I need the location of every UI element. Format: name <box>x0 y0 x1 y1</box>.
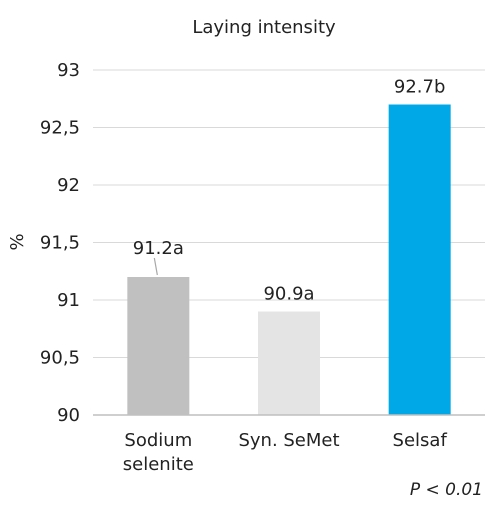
y-axis-label: % <box>7 233 28 250</box>
bars <box>127 104 451 415</box>
y-tick-label: 92,5 <box>40 118 80 139</box>
data-labels: 91.2a 90.9a 92.7b <box>133 77 446 305</box>
x-category-label: Selsaf <box>393 430 448 451</box>
x-category-label: selenite <box>123 454 194 475</box>
bar-data-label: 91.2a <box>133 238 184 259</box>
x-category-label: Syn. SeMet <box>238 430 339 451</box>
bar <box>258 311 320 415</box>
bar-data-label: 90.9a <box>263 284 314 305</box>
y-axis-ticks: 90 90,5 91 91,5 92 92,5 93 <box>40 60 80 426</box>
bar <box>388 104 451 415</box>
label-leader-line <box>153 257 158 276</box>
y-tick-label: 91,5 <box>40 233 80 254</box>
chart-title: Laying intensity <box>192 17 336 38</box>
y-tick-label: 91 <box>57 290 80 311</box>
y-tick-label: 92 <box>57 175 80 196</box>
y-tick-label: 90,5 <box>40 348 80 369</box>
p-value-annotation: P < 0.01 <box>410 480 483 500</box>
bar <box>127 277 190 415</box>
y-tick-label: 90 <box>57 405 80 426</box>
bar-data-label: 92.7b <box>394 77 446 98</box>
y-tick-label: 93 <box>57 60 80 81</box>
x-axis-categories: Sodium selenite Syn. SeMet Selsaf <box>123 430 448 475</box>
x-category-label: Sodium <box>124 430 192 451</box>
